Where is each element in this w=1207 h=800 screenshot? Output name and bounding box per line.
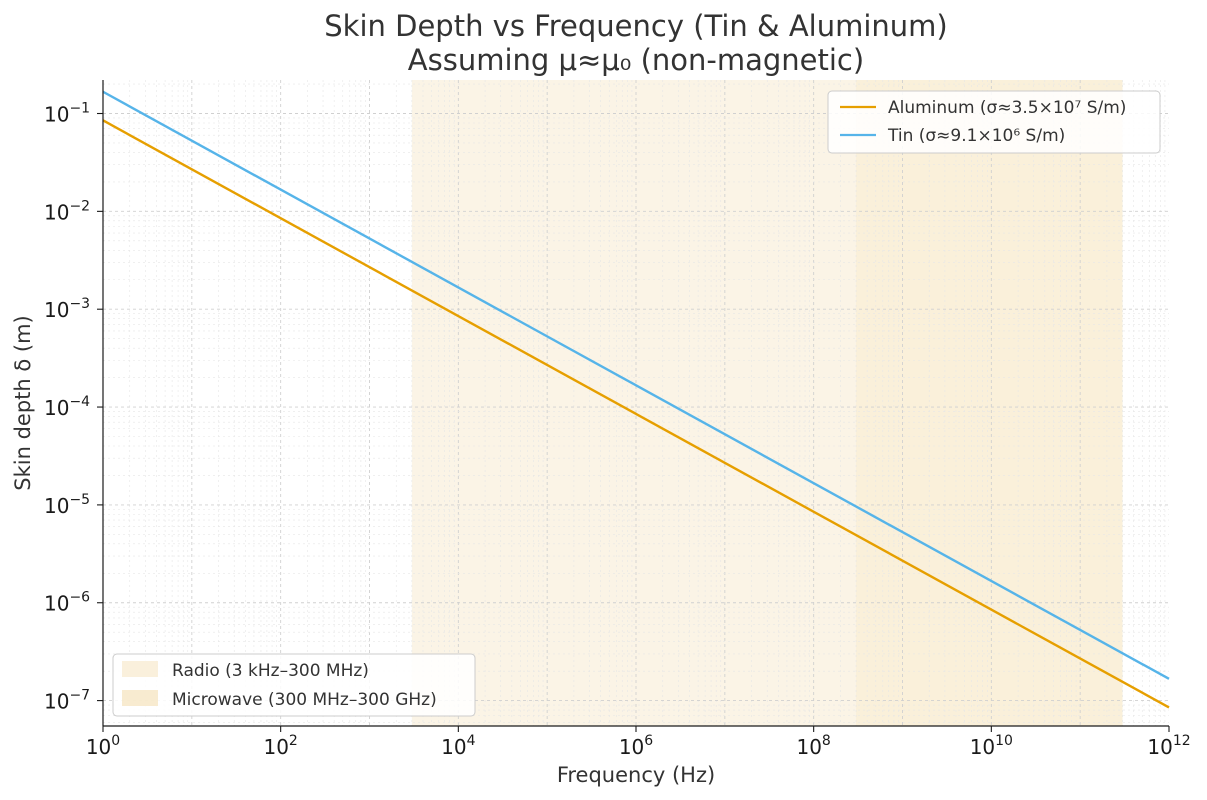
- y-axis-label: Skin depth δ (m): [11, 315, 35, 490]
- band-radio: [411, 80, 857, 726]
- legend-label-aluminum: Aluminum (σ≈3.5×10⁷ S/m): [888, 98, 1126, 118]
- series-legend-box: [827, 90, 1161, 154]
- band-legend: Radio (3 kHz–300 MHz) Microwave (300 MHz…: [112, 653, 476, 717]
- legend-swatch-microwave: [122, 690, 158, 706]
- chart-title: Skin Depth vs Frequency (Tin & Aluminum): [324, 9, 947, 43]
- x-tick-label: 108: [796, 733, 830, 759]
- frequency-bands: [411, 80, 1123, 726]
- series-lines: [102, 90, 1170, 709]
- series-legend: Aluminum (σ≈3.5×10⁷ S/m) Tin (σ≈9.1×10⁶ …: [827, 90, 1161, 154]
- legend-label-microwave: Microwave (300 MHz–300 GHz): [172, 690, 437, 710]
- legend-swatch-radio: [122, 661, 158, 677]
- band-microwave: [856, 80, 1123, 726]
- band-legend-box: [112, 653, 476, 717]
- y-tick-label: 10−6: [44, 590, 90, 616]
- series-line-aluminum: [102, 119, 1170, 709]
- y-tick-label: 10−1: [44, 101, 90, 127]
- y-tick-label: 10−5: [44, 492, 90, 518]
- y-axis-ticks: 10−1 10−2 10−3 10−4 10−5 10−6 10−7: [44, 101, 103, 714]
- x-tick-label: 104: [441, 733, 475, 759]
- chart-subtitle: Assuming μ≈μ₀ (non-magnetic): [408, 43, 864, 77]
- y-tick-label: 10−3: [44, 296, 90, 322]
- series-line-tin: [102, 90, 1170, 680]
- y-tick-label: 10−2: [44, 198, 90, 224]
- x-axis-ticks: 100 102 104 106 108 1010 1012: [86, 726, 1191, 759]
- x-axis-label: Frequency (Hz): [557, 763, 715, 787]
- x-tick-label: 106: [619, 733, 653, 759]
- y-tick-label: 10−4: [44, 394, 90, 420]
- x-tick-label: 102: [263, 733, 297, 759]
- x-tick-label: 1012: [1147, 733, 1190, 759]
- y-tick-label: 10−7: [44, 688, 90, 714]
- x-tick-label: 100: [86, 733, 120, 759]
- legend-label-tin: Tin (σ≈9.1×10⁶ S/m): [887, 126, 1065, 146]
- legend-label-radio: Radio (3 kHz–300 MHz): [172, 661, 369, 681]
- x-tick-label: 1010: [970, 733, 1013, 759]
